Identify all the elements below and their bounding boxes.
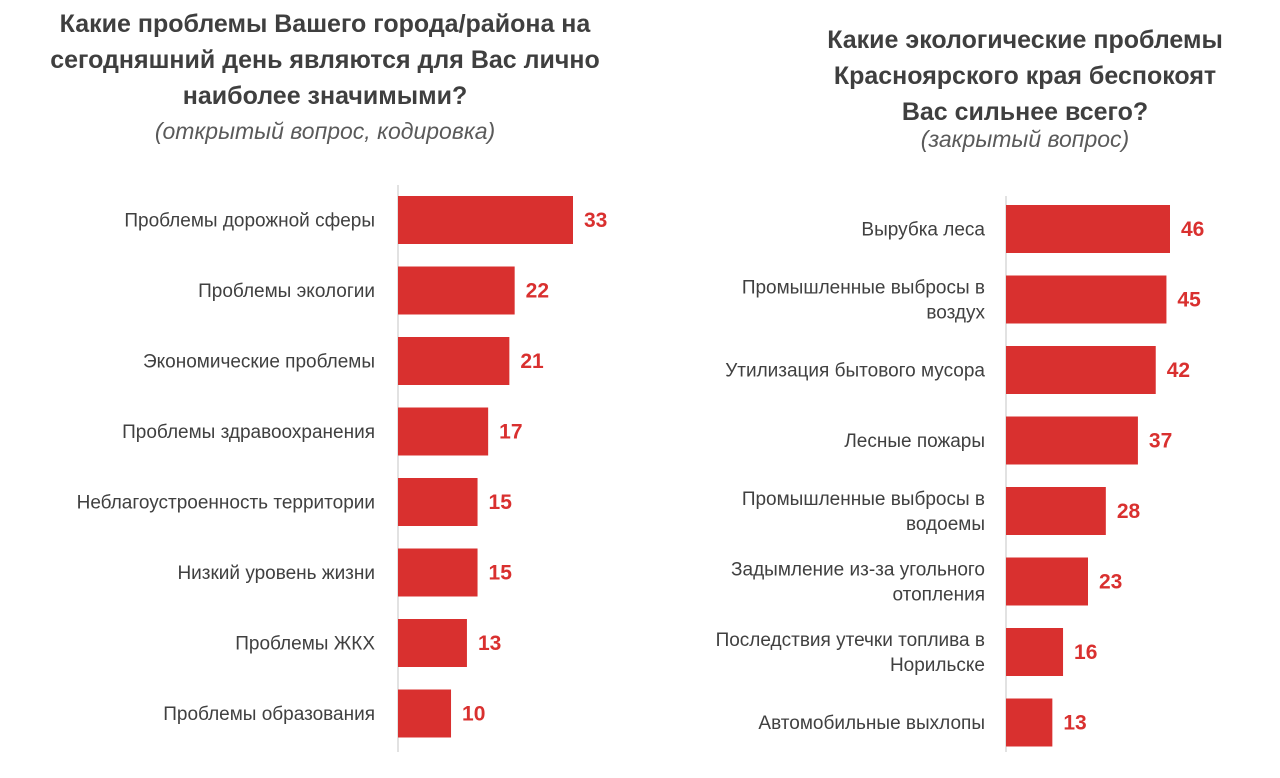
left-category-label-3: Экономические проблемы — [143, 352, 375, 373]
left-value-label-5: 15 — [489, 491, 513, 514]
right-category-label-8-line-1: Автомобильные выхлопы — [758, 713, 985, 734]
right-value-label-3: 42 — [1167, 359, 1190, 382]
right-value-label-4: 37 — [1149, 430, 1172, 453]
right-category-label-7-line-2: Норильске — [890, 655, 985, 676]
right-bar-8 — [1006, 698, 1053, 747]
right-chart-subtitle: (закрытый вопрос) — [920, 126, 1130, 152]
left-category-label-7: Проблемы ЖКХ — [235, 634, 375, 655]
right-category-label-5-line-1: Промышленные выбросы в — [742, 489, 985, 510]
left-bar-4 — [398, 407, 489, 456]
left-chart-subtitle: (открытый вопрос, кодировка) — [154, 118, 496, 144]
right-value-label-1: 46 — [1181, 218, 1204, 241]
left-value-label-4: 17 — [499, 421, 522, 444]
left-bar-6 — [398, 548, 478, 597]
left-bar-2 — [398, 266, 515, 315]
right-bar-3 — [1006, 346, 1156, 394]
right-category-label-2-line-2: воздух — [926, 303, 985, 324]
left-category-label-2: Проблемы экологии — [198, 281, 375, 302]
right-category-label-2: Промышленные выбросы в воздух — [742, 278, 986, 324]
right-category-label-8: Автомобильные выхлопы — [758, 713, 985, 734]
right-category-label-1-line-1: Вырубка леса — [861, 220, 985, 241]
right-value-label-7: 16 — [1074, 641, 1097, 664]
left-category-label-6-line-1: Низкий уровень жизни — [177, 563, 375, 584]
left-bar-3 — [398, 337, 510, 385]
right-category-label-3-line-1: Утилизация бытового мусора — [725, 361, 985, 382]
left-value-label-2: 22 — [526, 280, 549, 303]
right-bar-2 — [1006, 275, 1167, 324]
right-chart-title: Какие экологические проблемы Красноярско… — [790, 22, 1260, 130]
left-category-label-5-line-1: Неблагоустроенность территории — [77, 493, 375, 514]
right-value-label-2: 45 — [1177, 289, 1201, 312]
left-category-label-3-line-1: Экономические проблемы — [143, 352, 375, 373]
right-category-label-4: Лесные пожары — [844, 431, 985, 452]
right-category-label-5-line-2: водоемы — [906, 514, 985, 535]
right-category-label-1: Вырубка леса — [861, 220, 985, 241]
left-category-label-4-line-1: Проблемы здравоохранения — [122, 422, 375, 443]
left-title-line-2: сегодняшний день являются для Вас лично — [50, 46, 600, 74]
left-value-label-7: 13 — [478, 632, 501, 655]
right-bar-4 — [1006, 416, 1138, 465]
left-category-label-2-line-1: Проблемы экологии — [198, 281, 375, 302]
left-bar-5 — [398, 478, 478, 526]
left-category-label-8-line-1: Проблемы образования — [163, 704, 375, 725]
right-title-line-1: Какие экологические проблемы — [827, 26, 1223, 54]
left-bar-chart: 33 Проблемы дорожной сферы 22 Проблемы экол… — [77, 185, 607, 752]
right-category-label-4-line-1: Лесные пожары — [844, 431, 985, 452]
right-bar-5 — [1006, 487, 1106, 535]
right-category-label-7-line-1: Последствия утечки топлива в — [716, 630, 985, 651]
left-chart-title: Какие проблемы Вашего города/района на с… — [30, 6, 620, 114]
right-category-label-2-line-1: Промышленные выбросы в — [742, 278, 985, 299]
left-value-label-1: 33 — [584, 209, 607, 232]
left-category-label-4: Проблемы здравоохранения — [122, 422, 375, 443]
right-category-label-7: Последствия утечки топлива в Норильске — [716, 630, 985, 676]
left-bar-8 — [398, 689, 452, 738]
right-value-label-8: 13 — [1063, 712, 1086, 735]
left-category-label-1: Проблемы дорожной сферы — [124, 211, 375, 232]
left-category-label-1-line-1: Проблемы дорожной сферы — [124, 211, 375, 232]
right-category-label-6-line-2: отопления — [892, 585, 985, 606]
right-value-label-5: 28 — [1117, 500, 1141, 523]
right-bar-chart: 46 Вырубка леса 45 Промышленные выбросы в во… — [716, 196, 1204, 752]
left-value-label-8: 10 — [462, 703, 485, 726]
left-category-label-8: Проблемы образования — [163, 704, 375, 725]
left-category-label-7-line-1: Проблемы ЖКХ — [235, 634, 375, 655]
left-title-line-1: Какие проблемы Вашего города/района на — [59, 10, 591, 38]
right-bar-1 — [1006, 205, 1170, 253]
right-bar-7 — [1006, 628, 1064, 676]
right-title-line-2: Красноярского края беспокоят — [833, 62, 1217, 90]
right-category-label-6: Задымление из-за угольного отопления — [731, 560, 985, 606]
left-value-label-6: 15 — [489, 562, 513, 585]
right-category-label-5: Промышленные выбросы в водоемы — [742, 489, 985, 535]
left-value-label-3: 21 — [520, 350, 544, 373]
left-bar-1 — [398, 196, 573, 244]
left-category-label-5: Неблагоустроенность территории — [77, 493, 375, 514]
right-value-label-6: 23 — [1099, 571, 1122, 594]
right-category-label-6-line-1: Задымление из-за угольного — [731, 560, 985, 581]
left-category-label-6: Низкий уровень жизни — [177, 563, 375, 584]
right-bar-6 — [1006, 557, 1088, 606]
right-category-label-3: Утилизация бытового мусора — [725, 361, 985, 382]
left-bar-7 — [398, 619, 467, 667]
left-title-line-3: наиболее значимыми? — [182, 82, 468, 110]
right-title-line-3: Вас сильнее всего? — [901, 98, 1149, 126]
